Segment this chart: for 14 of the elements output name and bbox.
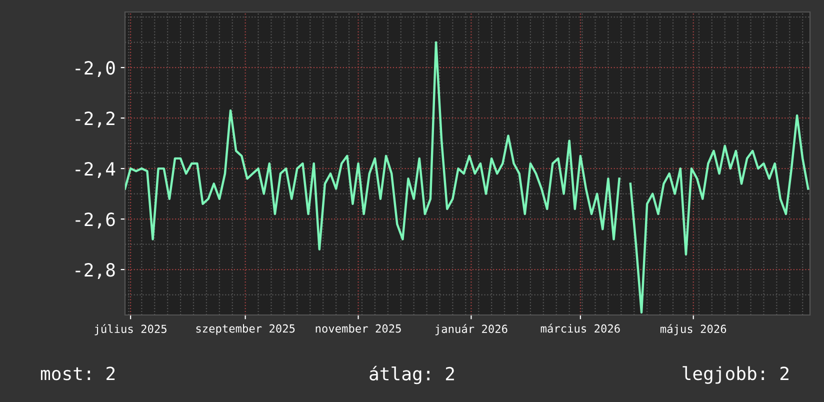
x-tick-label: november 2025: [316, 324, 401, 333]
x-tick-label: május 2026: [660, 324, 726, 336]
x-tick-label: március 2026: [540, 324, 620, 333]
y-tick-label: -2,6: [76, 212, 115, 228]
text: most: 2: [40, 366, 115, 380]
text: átlag: 2: [370, 366, 454, 384]
y-tick-label: -2,4: [76, 162, 116, 178]
text: legjobb: 2: [682, 366, 788, 384]
y-tick-label: -2,2: [76, 112, 114, 128]
y-tick-label: -2,0: [76, 61, 115, 77]
x-tick-label: július 2025: [94, 324, 166, 336]
y-tick-label: -2,8: [76, 263, 115, 279]
x-tick-label: szeptember 2025: [196, 324, 295, 335]
x-tick-label: január 2026: [435, 324, 508, 336]
